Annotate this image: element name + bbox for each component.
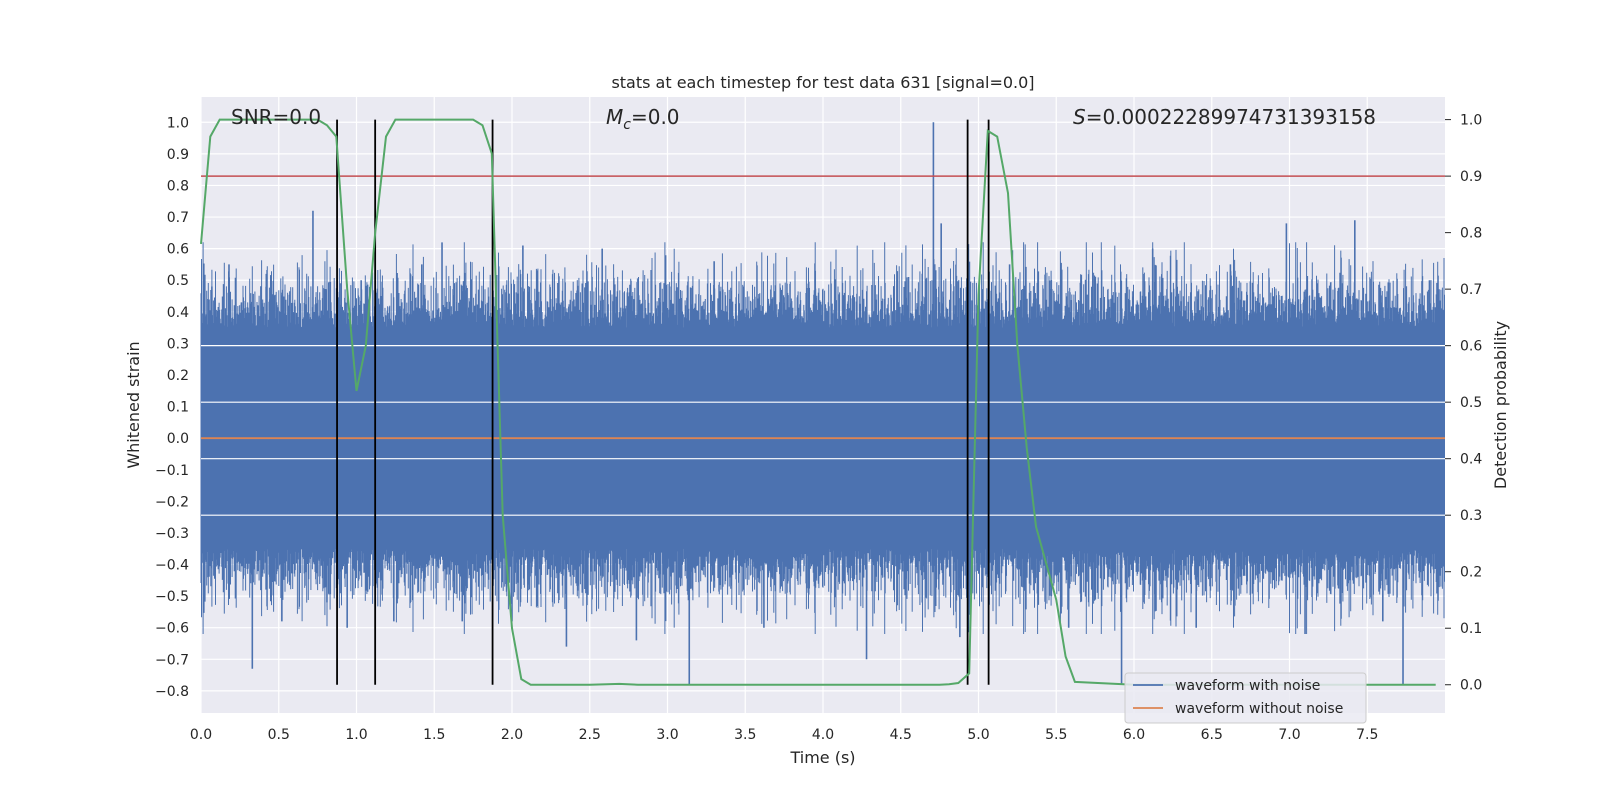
y2-tick-label: 0.4 bbox=[1460, 452, 1482, 468]
y-tick-label: 0.0 bbox=[167, 431, 189, 447]
y-tick-label: 1.0 bbox=[167, 115, 189, 131]
y2-tick-label: 0.9 bbox=[1460, 169, 1482, 185]
y-axis-ticks: −0.8 −0.7 −0.6 −0.5 −0.4 −0.3 −0.2 −0.1 0.0 0.1 0.… bbox=[155, 115, 189, 700]
chart-title: stats at each timestep for test data 631… bbox=[611, 73, 1034, 92]
y-axis-label: Whitened strain bbox=[124, 341, 143, 468]
y2-axis-label: Detection probability bbox=[1491, 321, 1510, 489]
x-tick-label: 6.5 bbox=[1201, 727, 1223, 743]
x-tick-label: 0.0 bbox=[190, 727, 212, 743]
x-tick-label: 3.5 bbox=[734, 727, 756, 743]
x-tick-label: 4.0 bbox=[812, 727, 834, 743]
x-tick-label: 0.5 bbox=[268, 727, 290, 743]
x-tick-label: 7.5 bbox=[1356, 727, 1378, 743]
detection-probability-line bbox=[200, 118, 1436, 686]
y2-tick-label: 0.1 bbox=[1460, 621, 1482, 637]
y-tick-label: −0.4 bbox=[155, 558, 189, 574]
x-tick-label: 5.5 bbox=[1045, 727, 1067, 743]
y-tick-label: −0.3 bbox=[155, 526, 189, 542]
s-annotation: S=0.00022289974731393158 bbox=[1073, 105, 1376, 129]
x-tick-label: 3.0 bbox=[656, 727, 678, 743]
y-tick-label: −0.8 bbox=[155, 684, 189, 700]
chirp-mass-value: =0.0 bbox=[631, 105, 680, 129]
x-tick-label: 2.5 bbox=[579, 727, 601, 743]
s-value: =0.00022289974731393158 bbox=[1086, 105, 1376, 129]
overlay-layer bbox=[200, 118, 1445, 686]
y-tick-label: 0.6 bbox=[167, 242, 189, 258]
y-tick-label: 0.5 bbox=[167, 273, 189, 289]
chirp-mass-symbol: M bbox=[606, 105, 623, 129]
y2-tick-label: 0.0 bbox=[1460, 678, 1482, 694]
snr-annotation: SNR=0.0 bbox=[231, 105, 321, 129]
y-tick-label: −0.7 bbox=[155, 652, 189, 668]
chirp-mass-subscript: c bbox=[623, 117, 631, 133]
legend-box bbox=[1124, 672, 1367, 724]
x-tick-label: 6.0 bbox=[1123, 727, 1145, 743]
x-tick-label: 5.0 bbox=[967, 727, 989, 743]
x-tick-label: 7.0 bbox=[1278, 727, 1300, 743]
y2-tick-label: 1.0 bbox=[1460, 113, 1482, 129]
legend-label-noise: waveform with noise bbox=[1175, 678, 1320, 694]
x-axis-label: Time (s) bbox=[789, 748, 855, 767]
x-tick-label: 1.0 bbox=[345, 727, 367, 743]
y-tick-label: 0.8 bbox=[167, 178, 189, 194]
x-tick-label: 1.5 bbox=[423, 727, 445, 743]
x-tick-label: 2.0 bbox=[501, 727, 523, 743]
x-axis-ticks: 0.0 0.5 1.0 1.5 2.0 2.5 3.0 3.5 4.0 4.5 5.0 5.5 6.0 6… bbox=[190, 727, 1379, 743]
y2-tick-label: 0.8 bbox=[1460, 226, 1482, 242]
y-tick-label: 0.4 bbox=[167, 305, 189, 321]
legend: waveform with noise waveform without noi… bbox=[1124, 672, 1367, 724]
y2-axis-ticks: 0.0 0.1 0.2 0.3 0.4 0.5 0.6 0.7 0.8 0.9 1.0 bbox=[1445, 113, 1482, 694]
y-tick-label: −0.6 bbox=[155, 621, 189, 637]
x-tick-label: 4.5 bbox=[890, 727, 912, 743]
chirp-mass-annotation: Mc=0.0 bbox=[606, 105, 680, 133]
y-tick-label: 0.3 bbox=[167, 336, 189, 352]
y2-tick-label: 0.3 bbox=[1460, 508, 1482, 524]
y2-tick-label: 0.2 bbox=[1460, 565, 1482, 581]
y-tick-label: 0.1 bbox=[167, 400, 189, 416]
y2-tick-label: 0.6 bbox=[1460, 339, 1482, 355]
y-tick-label: −0.2 bbox=[155, 494, 189, 510]
y2-tick-label: 0.5 bbox=[1460, 395, 1482, 411]
y-tick-label: −0.1 bbox=[155, 463, 189, 479]
y-tick-label: 0.9 bbox=[167, 147, 189, 163]
y-tick-label: 0.7 bbox=[167, 210, 189, 226]
y2-tick-label: 0.7 bbox=[1460, 282, 1482, 298]
legend-label-clean: waveform without noise bbox=[1175, 701, 1343, 717]
y-tick-label: 0.2 bbox=[167, 368, 189, 384]
s-symbol: S bbox=[1073, 105, 1086, 129]
y-tick-label: −0.5 bbox=[155, 589, 189, 605]
